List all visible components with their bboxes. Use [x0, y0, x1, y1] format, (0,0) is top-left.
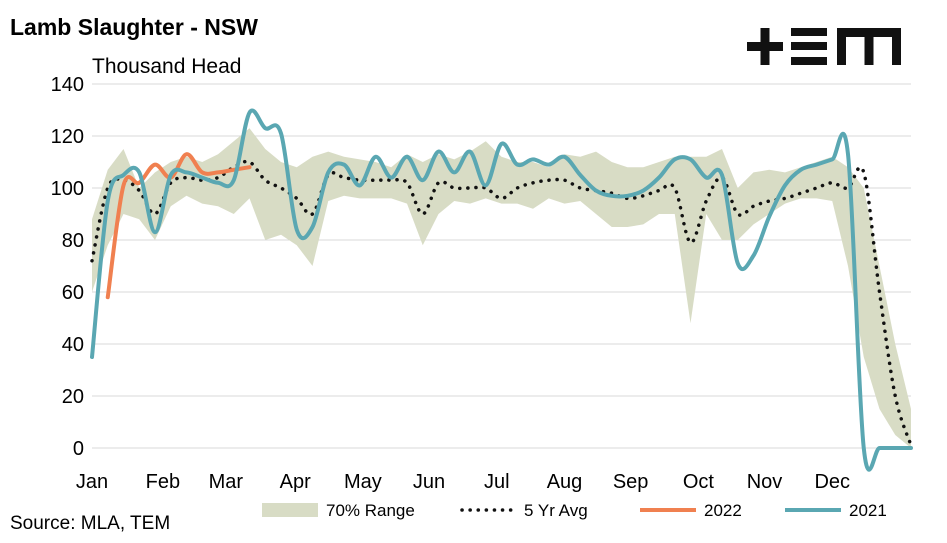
x-tick-label-jun: Jun	[413, 471, 445, 493]
x-tick-label-jul: Jul	[484, 471, 510, 493]
y-tick-label: 140	[51, 74, 84, 96]
y-axis-unit-label: Thousand Head	[92, 55, 242, 78]
range-band	[92, 128, 911, 448]
legend-label: 2021	[849, 501, 887, 520]
legend: 70% Range 5 Yr Avg 2022 2021	[262, 501, 887, 520]
series-2021-line	[90, 108, 913, 472]
y-tick-label: 80	[62, 230, 84, 252]
tem-logo	[747, 28, 901, 65]
x-tick-label-apr: Apr	[280, 471, 311, 493]
x-tick-label-jan: Jan	[76, 471, 108, 493]
y-tick-label: 20	[62, 386, 84, 408]
y-tick-label: 120	[51, 126, 84, 148]
legend-label: 5 Yr Avg	[524, 501, 588, 520]
y-tick-label: 100	[51, 178, 84, 200]
y-tick-label: 0	[73, 438, 84, 460]
x-tick-label-nov: Nov	[747, 471, 783, 493]
x-tick-label-dec: Dec	[814, 471, 850, 493]
y-tick-label: 40	[62, 334, 84, 356]
chart-title: Lamb Slaughter - NSW	[10, 14, 258, 40]
x-tick-label-aug: Aug	[547, 471, 583, 493]
x-tick-label-oct: Oct	[683, 471, 715, 493]
source-note: Source: MLA, TEM	[10, 513, 171, 534]
x-tick-label-sep: Sep	[613, 471, 649, 493]
legend-label: 2022	[704, 501, 742, 520]
legend-swatch-range	[262, 503, 318, 517]
x-tick-label-may: May	[344, 471, 382, 493]
x-tick-label-feb: Feb	[146, 471, 180, 493]
y-tick-label: 60	[62, 282, 84, 304]
legend-label: 70% Range	[326, 501, 415, 520]
x-tick-label-mar: Mar	[209, 471, 244, 493]
